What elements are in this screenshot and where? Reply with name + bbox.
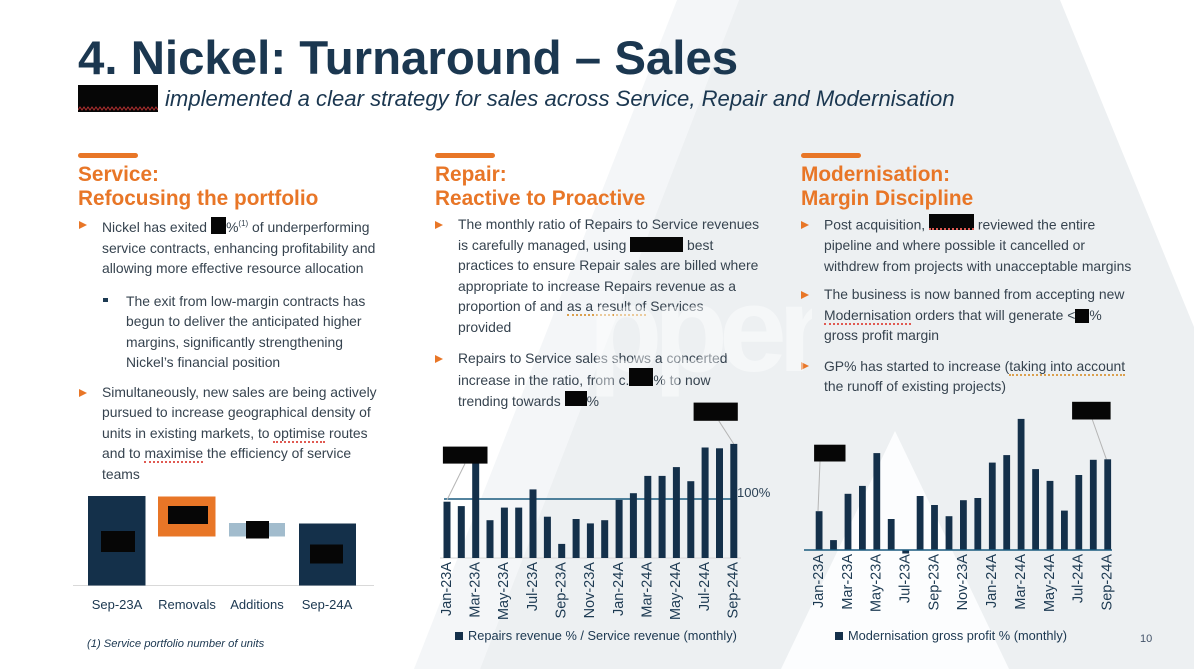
svg-text:Mar-23A: Mar-23A xyxy=(468,562,484,618)
svg-text:Jul-23A: Jul-23A xyxy=(898,554,914,603)
svg-text:Jan-24A: Jan-24A xyxy=(984,554,1000,608)
svg-text:Sep-24A: Sep-24A xyxy=(1100,554,1116,611)
svg-text:Jan-24A: Jan-24A xyxy=(611,562,627,616)
svg-text:Sep-23A: Sep-23A xyxy=(554,562,570,619)
svg-text:100%: 100% xyxy=(737,485,771,500)
svg-text:Nov-23A: Nov-23A xyxy=(582,562,598,619)
svg-text:Mar-24A: Mar-24A xyxy=(1013,554,1029,610)
svg-text:Jul-24A: Jul-24A xyxy=(697,562,713,611)
svg-text:Nov-23A: Nov-23A xyxy=(955,554,971,611)
svg-text:Sep-23A: Sep-23A xyxy=(926,554,942,611)
svg-text:May-24A: May-24A xyxy=(1042,554,1058,612)
svg-text:Jan-23A: Jan-23A xyxy=(439,562,455,616)
svg-text:Jul-23A: Jul-23A xyxy=(525,562,541,611)
svg-text:May-23A: May-23A xyxy=(869,554,885,612)
svg-text:Mar-24A: Mar-24A xyxy=(640,562,656,618)
svg-text:Jul-24A: Jul-24A xyxy=(1071,554,1087,603)
svg-text:Mar-23A: Mar-23A xyxy=(840,554,856,610)
svg-text:May-23A: May-23A xyxy=(496,562,512,620)
svg-text:May-24A: May-24A xyxy=(668,562,684,620)
svg-text:Sep-24A: Sep-24A xyxy=(726,562,742,619)
svg-text:Jan-23A: Jan-23A xyxy=(811,554,827,608)
